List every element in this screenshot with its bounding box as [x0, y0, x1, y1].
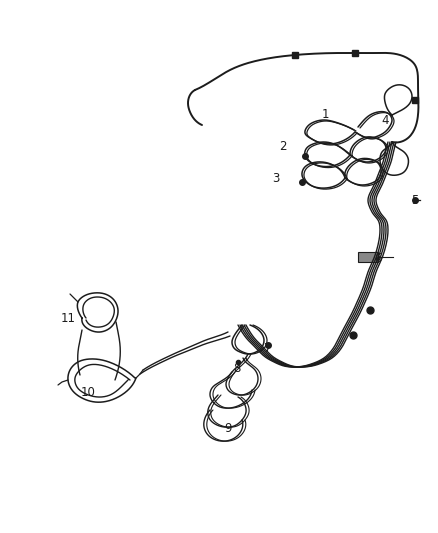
Text: 1: 1	[321, 109, 329, 122]
Text: 4: 4	[381, 114, 389, 126]
Text: 3: 3	[272, 172, 280, 184]
Text: 7: 7	[264, 342, 272, 354]
Text: 5: 5	[411, 193, 419, 206]
Text: 11: 11	[60, 311, 75, 325]
Text: 8: 8	[233, 361, 241, 375]
Text: 6: 6	[374, 252, 382, 264]
Text: 10: 10	[81, 385, 95, 399]
Bar	[358, 252, 378, 262]
Text: 2: 2	[279, 141, 287, 154]
Text: 9: 9	[224, 422, 232, 434]
